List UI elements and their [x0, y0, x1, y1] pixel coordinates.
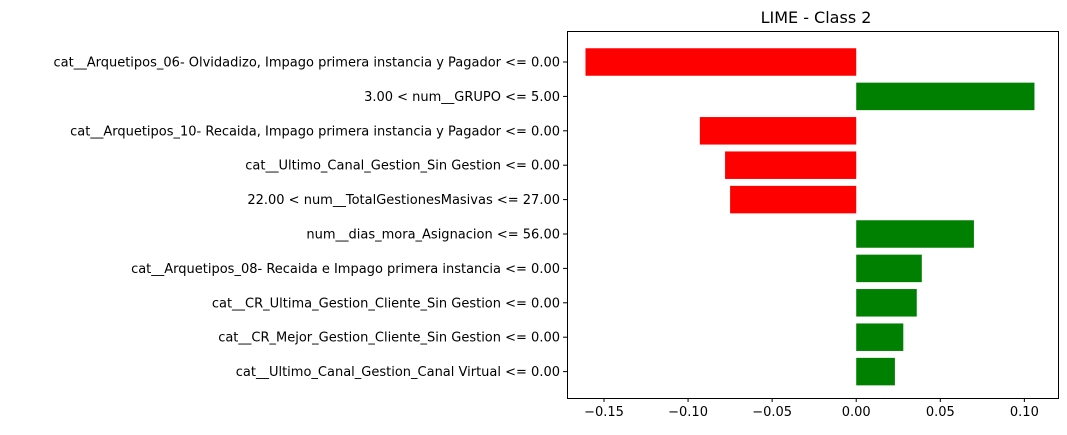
bar-3: [699, 117, 857, 145]
y-tick-label: cat__Ultimo_Canal_Gestion_Canal Virtual …: [236, 365, 560, 380]
chart-title: LIME - Class 2: [761, 8, 872, 27]
x-tick-label: 0.05: [926, 405, 955, 420]
bar-4: [725, 151, 857, 179]
bar-9: [856, 323, 904, 351]
y-tick-label: 22.00 < num__TotalGestionesMasivas <= 27…: [247, 193, 560, 208]
bar-5: [730, 185, 857, 214]
y-tick-label: cat__CR_Mejor_Gestion_Cliente_Sin Gestio…: [218, 331, 560, 346]
bar-7: [856, 254, 922, 283]
bars-group: [585, 48, 1035, 386]
bar-1: [585, 48, 857, 76]
bar-2: [856, 82, 1035, 111]
y-tick-label: cat__Arquetipos_06- Olvidadizo, Impago p…: [54, 56, 561, 71]
y-tick-label: cat__Arquetipos_10- Recaida, Impago prim…: [70, 124, 560, 139]
x-tick-label: −0.10: [668, 405, 708, 420]
x-tick-label: −0.05: [752, 405, 792, 420]
y-tick-label: num__dias_mora_Asignacion <= 56.00: [306, 228, 560, 243]
plot-frame: [567, 31, 1059, 399]
y-tick-label: 3.00 < num__GRUPO <= 5.00: [364, 90, 560, 105]
bar-10: [856, 357, 895, 386]
bar-8: [856, 289, 917, 317]
y-tick-labels: cat__Arquetipos_06- Olvidadizo, Impago p…: [54, 56, 567, 380]
bar-6: [856, 220, 974, 248]
y-tick-label: cat__Arquetipos_08- Recaida e Impago pri…: [131, 262, 560, 277]
x-tick-label: 0.00: [842, 405, 871, 420]
x-tick-label: −0.15: [584, 405, 624, 420]
x-ticks: −0.15 −0.10 −0.05 0.00 0.05 0.10: [584, 398, 1039, 420]
y-tick-label: cat__Ultimo_Canal_Gestion_Sin Gestion <=…: [245, 159, 560, 174]
x-tick-label: 0.10: [1010, 405, 1039, 420]
y-tick-label: cat__CR_Ultima_Gestion_Cliente_Sin Gesti…: [212, 296, 560, 311]
